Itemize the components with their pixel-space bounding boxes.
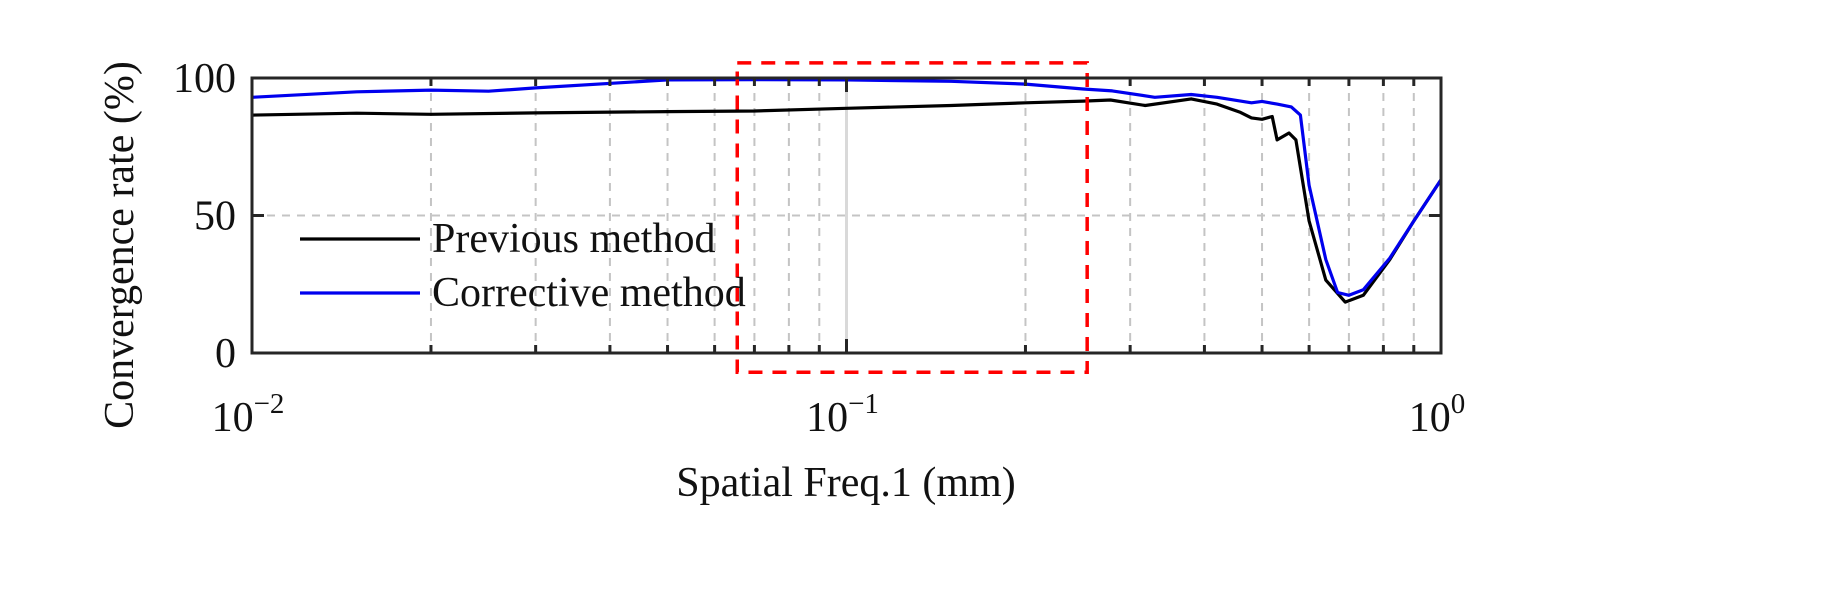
x-tick-label: 100 (1409, 388, 1466, 441)
legend-label: Corrective method (432, 270, 746, 316)
x-tick-base: 10 (212, 395, 254, 441)
x-tick-label: 10−2 (212, 388, 285, 441)
y-tick-label: 50 (194, 194, 236, 240)
y-tick-label: 0 (215, 331, 236, 377)
x-tick-base: 10 (1409, 395, 1451, 441)
legend: Previous method Corrective method (300, 216, 746, 316)
annotations (735, 61, 1089, 374)
x-axis-label: Spatial Freq.1 (mm) (676, 460, 1015, 506)
x-tick-exponent: −1 (848, 388, 879, 420)
series-line-corrective-method (251, 77, 1443, 297)
x-tick-base: 10 (806, 395, 848, 441)
zoom-region-box (735, 61, 1089, 374)
x-tick-exponent: −2 (254, 388, 285, 420)
x-tick-label: 10−1 (806, 388, 879, 441)
series-lines (251, 77, 1443, 304)
legend-label: Previous method (432, 216, 715, 262)
y-tick-label: 100 (173, 56, 236, 102)
x-tick-exponent: 0 (1451, 388, 1466, 420)
y-axis-label: Convergence rate (%) (97, 61, 143, 429)
